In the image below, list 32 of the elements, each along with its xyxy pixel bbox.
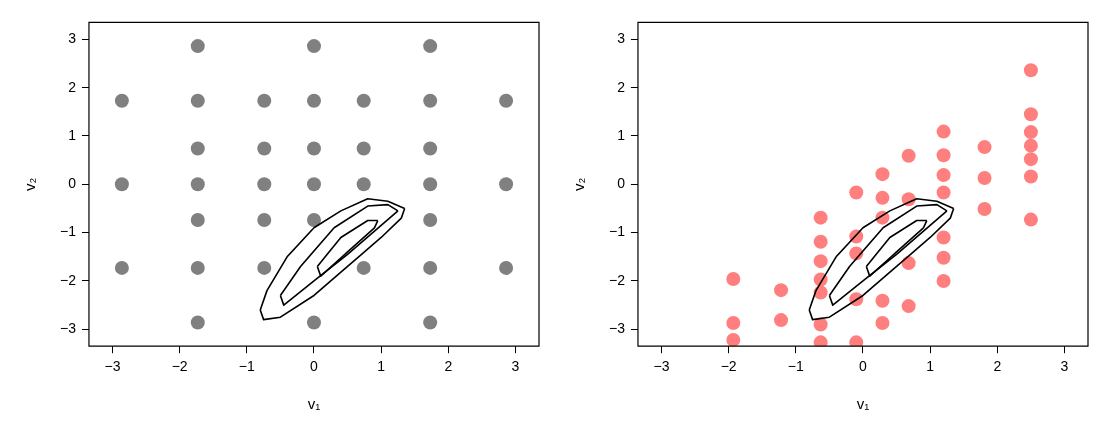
x-tick-label: 2 [993,358,1002,375]
y-tick-label: 1 [617,126,626,143]
x-tick-label: 2 [444,358,453,375]
y-tick-label: 1 [68,126,77,143]
x-tick-label: −3 [104,358,121,375]
y-axis-title: v₂ [21,177,39,191]
y-tick-label: 2 [68,78,77,95]
y-tick-label: −3 [59,320,77,337]
x-tick-label: 3 [1060,358,1069,375]
y-tick-label: 0 [617,175,626,192]
y-axis-title: v₂ [570,177,588,191]
x-tick-label: −3 [653,358,670,375]
x-axis-title: v₁ [307,395,321,413]
x-tick-label: −1 [238,358,255,375]
x-tick-label: −2 [720,358,737,375]
y-tick-label: 0 [68,175,77,192]
y-tick-label: 3 [617,30,626,47]
x-tick-label: −1 [787,358,804,375]
y-tick-label: −1 [59,223,77,240]
x-tick-label: 1 [377,358,386,375]
x-axis-title: v₁ [856,395,870,413]
x-tick-label: 3 [511,358,520,375]
x-tick-label: −2 [171,358,188,375]
y-tick-label: −3 [608,320,626,337]
x-tick-label: 0 [859,358,868,375]
x-tick-label: 1 [926,358,935,375]
x-tick-label: 0 [310,358,319,375]
y-tick-label: 2 [617,78,626,95]
y-tick-label: −2 [59,271,77,288]
y-tick-label: −1 [608,223,626,240]
y-tick-label: −2 [608,271,626,288]
y-tick-label: 3 [68,30,77,47]
